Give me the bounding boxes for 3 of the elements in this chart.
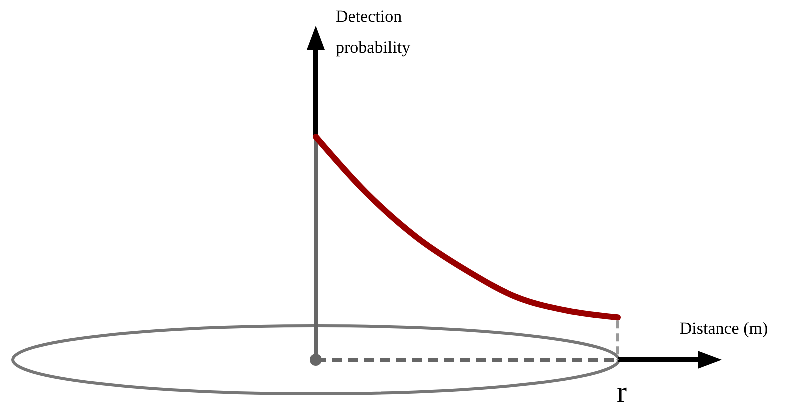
- x-axis-title: Distance (m): [680, 319, 768, 338]
- text: r: [617, 376, 627, 406]
- y-axis-title: Detection probability: [336, 7, 412, 57]
